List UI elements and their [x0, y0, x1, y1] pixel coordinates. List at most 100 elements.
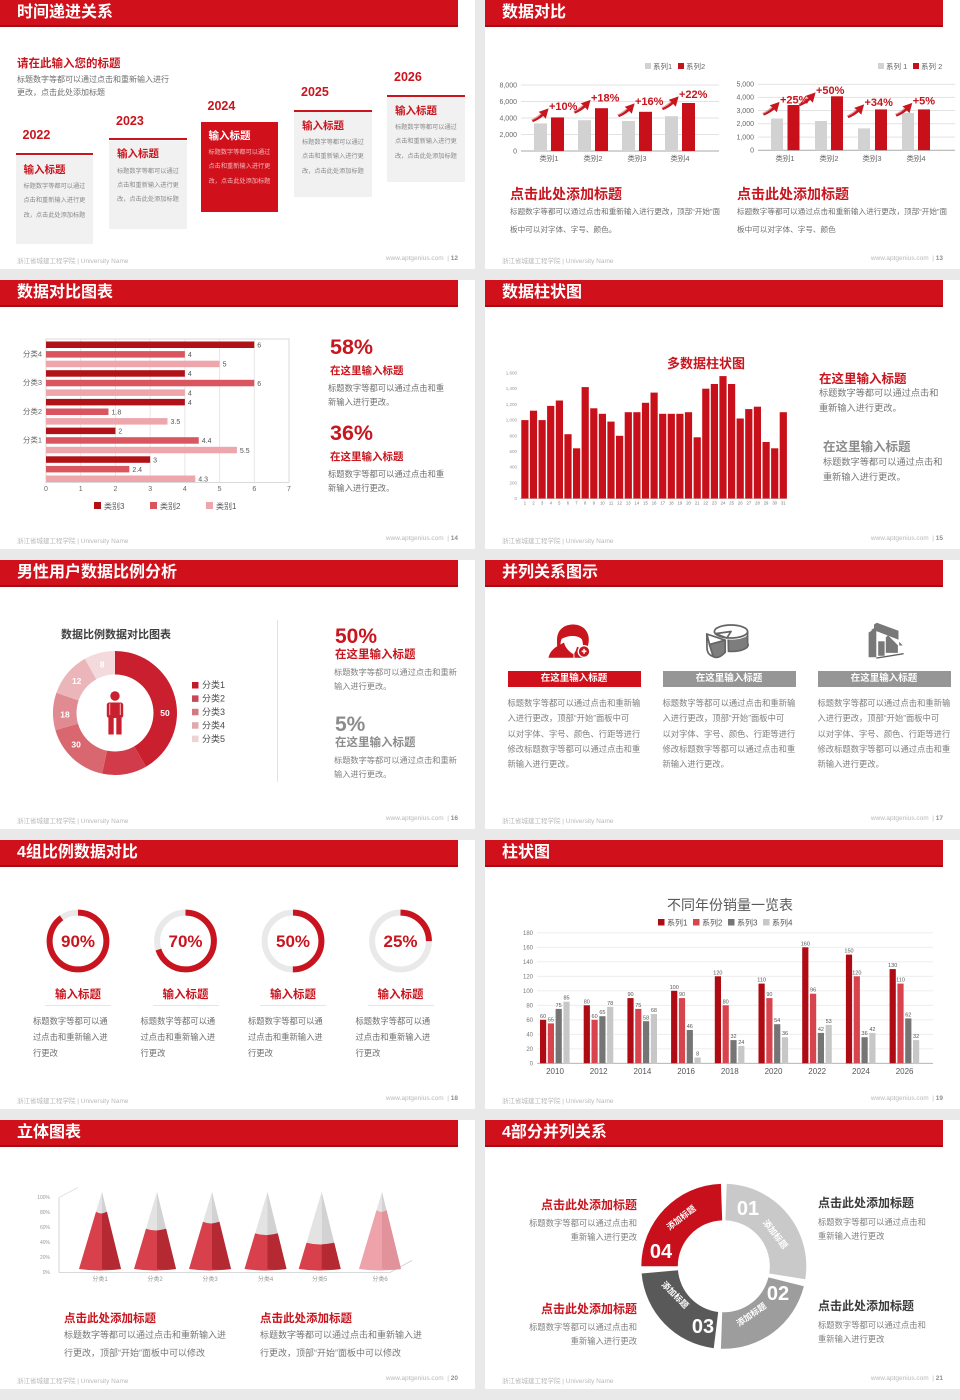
svg-text:60: 60 — [540, 1014, 546, 1020]
svg-text:类别2: 类别2 — [819, 153, 838, 163]
svg-text:系列2: 系列2 — [702, 918, 723, 928]
svg-text:分类6: 分类6 — [372, 1275, 388, 1283]
svg-text:120: 120 — [713, 970, 722, 976]
svg-text:160: 160 — [801, 941, 810, 947]
svg-text:14: 14 — [635, 501, 640, 506]
svg-text:系列1: 系列1 — [667, 918, 688, 928]
svg-text:36: 36 — [862, 1031, 868, 1037]
svg-text:80: 80 — [723, 999, 729, 1005]
svg-text:24: 24 — [721, 501, 726, 506]
svg-text:4: 4 — [188, 390, 192, 397]
svg-text:2024: 2024 — [852, 1067, 870, 1076]
svg-text:12: 12 — [72, 676, 82, 686]
svg-text:90%: 90% — [61, 932, 95, 951]
svg-text:21: 21 — [695, 501, 700, 506]
svg-text:110: 110 — [757, 978, 766, 984]
svg-text:90: 90 — [679, 992, 685, 998]
svg-text:系列2: 系列2 — [686, 61, 705, 71]
svg-text:1.8: 1.8 — [111, 410, 121, 417]
svg-text:+5%: +5% — [913, 96, 936, 108]
svg-text:5,000: 5,000 — [736, 82, 754, 89]
svg-text:70%: 70% — [168, 932, 202, 951]
svg-text:0: 0 — [514, 496, 517, 501]
svg-text:17: 17 — [660, 501, 665, 506]
svg-text:分类2: 分类2 — [23, 406, 42, 416]
svg-text:26: 26 — [738, 501, 743, 506]
svg-text:140: 140 — [523, 960, 534, 966]
svg-text:3.5: 3.5 — [171, 419, 181, 426]
svg-text:类别4: 类别4 — [670, 153, 689, 163]
svg-text:400: 400 — [509, 465, 517, 470]
svg-text:11: 11 — [609, 501, 614, 506]
svg-text:78: 78 — [607, 1001, 613, 1007]
svg-text:6: 6 — [252, 486, 256, 493]
svg-text:96: 96 — [810, 988, 816, 994]
svg-text:4.4: 4.4 — [202, 438, 212, 445]
svg-text:2010: 2010 — [546, 1067, 564, 1076]
svg-text:分类1: 分类1 — [202, 679, 225, 690]
svg-text:+34%: +34% — [865, 97, 894, 109]
svg-text:0: 0 — [44, 486, 48, 493]
svg-text:类别1: 类别1 — [539, 153, 558, 163]
svg-text:+10%: +10% — [549, 101, 578, 113]
svg-text:32: 32 — [730, 1034, 736, 1040]
svg-text:系列 1: 系列 1 — [886, 61, 907, 71]
svg-text:20: 20 — [686, 501, 691, 506]
svg-text:类别3: 类别3 — [104, 501, 125, 511]
svg-text:4: 4 — [183, 486, 187, 493]
svg-text:0: 0 — [530, 1061, 534, 1067]
svg-text:40: 40 — [526, 1032, 533, 1038]
svg-text:2026: 2026 — [896, 1067, 914, 1076]
svg-text:04: 04 — [650, 1241, 673, 1263]
svg-text:8: 8 — [100, 660, 105, 670]
svg-text:5: 5 — [223, 362, 227, 369]
svg-text:分类5: 分类5 — [202, 733, 225, 744]
svg-text:80: 80 — [584, 999, 590, 1005]
svg-text:0: 0 — [750, 148, 754, 155]
svg-text:75: 75 — [556, 1003, 562, 1009]
svg-text:65: 65 — [599, 1010, 605, 1016]
svg-text:80%: 80% — [40, 1210, 51, 1216]
svg-text:31: 31 — [781, 501, 786, 506]
svg-text:+18%: +18% — [591, 93, 620, 105]
svg-text:系列3: 系列3 — [737, 918, 758, 928]
svg-text:1: 1 — [524, 501, 527, 506]
svg-text:60: 60 — [526, 1018, 533, 1024]
svg-text:19: 19 — [678, 501, 683, 506]
svg-text:2022: 2022 — [808, 1067, 826, 1076]
svg-text:20%: 20% — [40, 1255, 51, 1261]
svg-text:28: 28 — [755, 501, 760, 506]
svg-text:5: 5 — [558, 501, 561, 506]
svg-text:55: 55 — [548, 1017, 554, 1023]
svg-text:120: 120 — [852, 970, 861, 976]
svg-text:6: 6 — [257, 343, 261, 350]
svg-text:02: 02 — [767, 1283, 789, 1305]
svg-text:30: 30 — [71, 740, 81, 750]
svg-text:36: 36 — [782, 1031, 788, 1037]
svg-text:90: 90 — [627, 992, 633, 998]
svg-text:1,600: 1,600 — [506, 371, 518, 376]
svg-text:18: 18 — [669, 501, 674, 506]
svg-text:2,000: 2,000 — [499, 132, 517, 139]
svg-text:90: 90 — [766, 992, 772, 998]
svg-text:130: 130 — [888, 963, 897, 969]
svg-text:160: 160 — [523, 945, 534, 951]
svg-text:2014: 2014 — [634, 1067, 652, 1076]
svg-text:4.3: 4.3 — [198, 477, 208, 484]
svg-text:200: 200 — [509, 480, 517, 485]
svg-text:4: 4 — [188, 352, 192, 359]
svg-text:2012: 2012 — [590, 1067, 608, 1076]
svg-text:53: 53 — [826, 1019, 832, 1025]
svg-text:10: 10 — [600, 501, 605, 506]
svg-text:68: 68 — [651, 1008, 657, 1014]
svg-text:100: 100 — [670, 985, 679, 991]
svg-text:25: 25 — [729, 501, 734, 506]
svg-text:类别1: 类别1 — [216, 501, 237, 511]
svg-text:分类4: 分类4 — [202, 719, 225, 730]
svg-text:8: 8 — [584, 501, 587, 506]
svg-text:1,200: 1,200 — [506, 402, 518, 407]
svg-text:01: 01 — [737, 1198, 759, 1220]
svg-text:23: 23 — [712, 501, 717, 506]
svg-text:9: 9 — [593, 501, 596, 506]
svg-text:分类2: 分类2 — [202, 693, 225, 704]
